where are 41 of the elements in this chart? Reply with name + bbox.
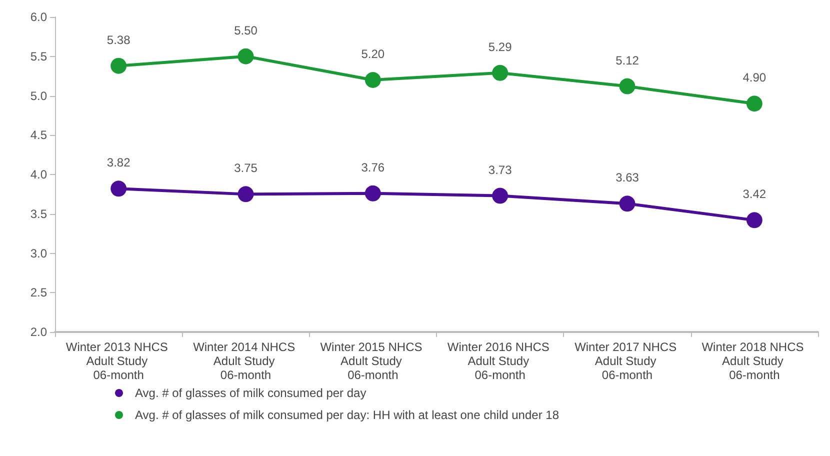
point (619, 196, 636, 212)
point (238, 186, 254, 202)
data-label: 5.12 (616, 53, 640, 68)
data-label: 4.90 (742, 70, 766, 85)
data-label: 5.38 (106, 32, 131, 47)
y-tick-label: 4.0 (30, 168, 48, 182)
y-tick-label: 4.5 (30, 128, 48, 142)
point (492, 188, 508, 204)
point (364, 185, 381, 202)
data-label: 3.76 (361, 160, 385, 174)
point (110, 180, 127, 197)
data-label: 5.50 (234, 23, 258, 38)
point (110, 58, 127, 74)
y-tick-label: 5.0 (30, 88, 48, 103)
x-tick-label: Winter 2013 NHCS Adult Study 06-month (66, 340, 172, 382)
x-tick-label: Winter 2015 NHCS Adult Study 06-month (320, 340, 426, 382)
point (619, 78, 636, 94)
x-tick-label: Winter 2016 NHCS Adult Study 06-month (447, 340, 553, 382)
point (492, 64, 508, 81)
data-label: 5.29 (488, 40, 512, 54)
data-label: 3.75 (234, 161, 258, 176)
data-label: 3.73 (488, 162, 512, 177)
x-tick-label: Winter 2017 NHCS Adult Study 06-month (574, 340, 680, 382)
point (364, 72, 381, 88)
point (238, 48, 254, 64)
x-tick-label: Winter 2018 NHCS Adult Study 06-month (702, 340, 808, 382)
x-tick-label: Winter 2014 NHCS Adult Study 06-month (193, 340, 298, 382)
data-label: 3.63 (616, 170, 640, 185)
data-label: 5.20 (361, 47, 385, 61)
y-tick-label: 2.0 (30, 325, 48, 339)
y-tick-label: 5.5 (30, 49, 48, 64)
y-tick-label: 6.0 (30, 10, 48, 24)
data-label: 3.42 (742, 187, 766, 202)
legend-label: Avg. # of glasses of milk consumed per day (135, 386, 366, 400)
y-tick-label: 2.5 (30, 286, 48, 300)
point (746, 212, 762, 228)
y-tick-label: 3.5 (30, 206, 48, 221)
legend-label: Avg. # of glasses of milk consumed per day: HH with at least one child under 18 (135, 408, 560, 422)
point (746, 96, 762, 112)
y-tick-label: 3.0 (30, 246, 48, 260)
data-label: 3.82 (106, 156, 131, 170)
